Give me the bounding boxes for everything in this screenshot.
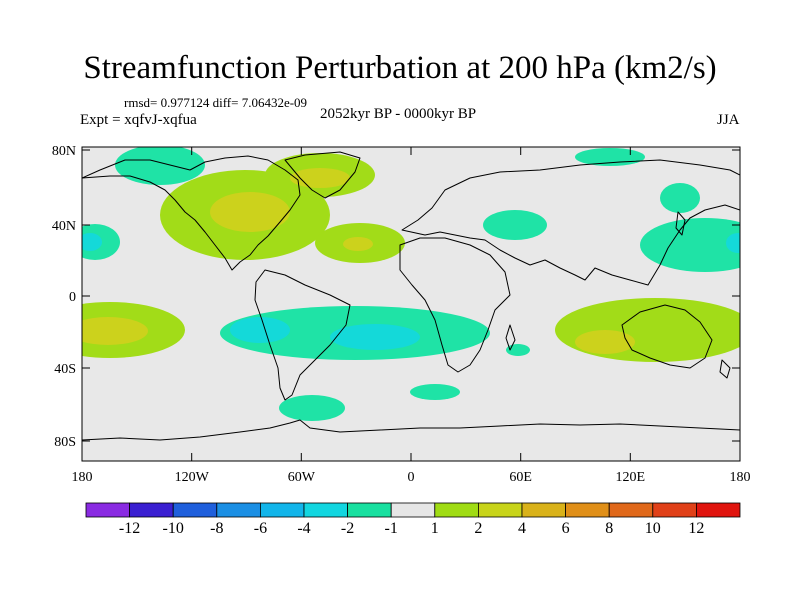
- colorbar-swatch: [303, 502, 348, 518]
- colorbar-swatch: [129, 502, 174, 518]
- colorbar-swatch: [259, 502, 305, 518]
- negative-anomaly-south-africa: [410, 384, 460, 400]
- coast-north-america: [82, 155, 301, 271]
- lat-label: 40N: [52, 219, 76, 234]
- positive-core-indian: [575, 330, 635, 354]
- colorbar-label: -8: [210, 520, 223, 537]
- negative-anomaly-arctic-asia: [575, 148, 645, 166]
- coast-australia: [621, 304, 713, 369]
- coast-new-zealand: [719, 359, 731, 379]
- positive-core-south-pacific-west: [82, 317, 148, 345]
- colorbar-label: -10: [163, 520, 184, 537]
- coast-madagascar: [505, 324, 516, 351]
- colorbar-label: 4: [518, 520, 526, 537]
- coast-africa: [399, 237, 511, 373]
- colorbar-label: -12: [119, 520, 140, 537]
- negative-core-north-pacific-east: [726, 233, 740, 253]
- negative-core-southeast-pacific: [230, 317, 290, 343]
- positive-core-north-atlantic: [343, 237, 373, 251]
- colorbar-swatch: [608, 502, 654, 518]
- colorbar-swatch: [172, 502, 218, 518]
- lon-label: 180: [72, 470, 93, 485]
- lon-label: 0: [408, 470, 415, 485]
- season-label: JJA: [717, 112, 740, 128]
- colorbar-label: -4: [297, 520, 310, 537]
- negative-anomaly-central-asia: [483, 210, 547, 240]
- negative-core-north-pacific-west: [82, 233, 102, 251]
- colorbar-label: 2: [474, 520, 482, 537]
- coast-japan: [675, 211, 686, 236]
- contour-field: [82, 147, 740, 421]
- negative-anomaly-alaska: [115, 147, 205, 185]
- lat-label: 0: [69, 290, 76, 305]
- coast-europe-asia: [401, 159, 740, 286]
- colorbar-label: 8: [605, 520, 613, 537]
- colorbar-label: -2: [341, 520, 354, 537]
- colorbar-swatch: [85, 502, 130, 518]
- colorbar-swatch: [696, 502, 741, 518]
- colorbar-swatch: [434, 502, 479, 518]
- colorbar-swatch: [216, 502, 261, 518]
- lon-label: 180: [730, 470, 751, 485]
- coastlines: [82, 151, 740, 441]
- colorbar-label: 12: [688, 520, 704, 537]
- coast-greenland: [284, 151, 361, 199]
- colorbar-swatch: [347, 502, 392, 518]
- lat-label: 80N: [52, 144, 76, 159]
- colorbar-swatch: [477, 502, 523, 518]
- period-label: 2052kyr BP - 0000kyr BP: [320, 106, 477, 122]
- colorbar-label: 10: [645, 520, 661, 537]
- map-title: Streamfunction Perturbation at 200 hPa (…: [83, 50, 717, 86]
- coast-antarctica: [82, 419, 740, 441]
- colorbar-label: -6: [254, 520, 267, 537]
- negative-anomaly-north-pacific-east: [640, 218, 740, 272]
- lon-label: 120E: [616, 470, 646, 485]
- lon-label: 60E: [509, 470, 532, 485]
- experiment-label: Expt = xqfvJ-xqfua: [80, 112, 197, 128]
- latitude-axis: 80N 40N 0 40S 80S: [52, 144, 740, 450]
- lon-label: 60W: [288, 470, 316, 485]
- negative-core-south-atlantic: [330, 324, 420, 350]
- coast-south-america: [254, 269, 351, 401]
- colorbar-swatch: [565, 502, 610, 518]
- colorbar-label: 1: [431, 520, 439, 537]
- longitude-axis: 180 120W 60W 0 60E 120E 180: [72, 147, 751, 485]
- lon-label: 120W: [175, 470, 210, 485]
- lat-label: 40S: [54, 362, 76, 377]
- negative-anomaly-east-asia: [660, 183, 700, 213]
- colorbar-swatch: [521, 502, 566, 518]
- lat-label: 80S: [54, 435, 76, 450]
- colorbar-label: -1: [385, 520, 398, 537]
- positive-core-north-america: [210, 192, 290, 232]
- rmsd-diff-stats: rmsd= 0.977124 diff= 7.06432e-09: [124, 95, 308, 110]
- colorbar-label: 6: [562, 520, 570, 537]
- colorbar-swatch: [390, 502, 436, 518]
- colorbar: [85, 502, 741, 518]
- colorbar-swatch: [652, 502, 697, 518]
- negative-anomaly-southern-ocean: [279, 395, 345, 421]
- colorbar-labels: -12 -10 -8 -6 -4 -2 -1 1 2 4 6 8 10 12: [119, 520, 704, 537]
